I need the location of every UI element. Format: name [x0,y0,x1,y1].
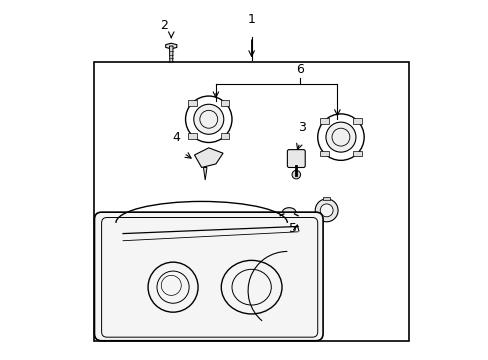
Text: 5: 5 [288,222,296,235]
FancyBboxPatch shape [221,133,229,139]
Circle shape [193,104,224,134]
Circle shape [325,122,355,152]
Polygon shape [165,43,177,49]
FancyBboxPatch shape [320,118,328,123]
FancyBboxPatch shape [352,151,361,156]
Circle shape [315,199,337,222]
FancyBboxPatch shape [320,151,328,156]
Text: 4: 4 [172,131,180,144]
FancyBboxPatch shape [287,150,305,167]
Polygon shape [194,148,223,167]
Text: 2: 2 [160,19,168,32]
Text: 3: 3 [297,121,305,134]
Text: 1: 1 [247,13,255,26]
FancyBboxPatch shape [323,197,329,201]
Ellipse shape [282,208,295,217]
Polygon shape [203,167,206,180]
FancyBboxPatch shape [221,100,229,106]
FancyBboxPatch shape [188,133,196,139]
FancyBboxPatch shape [94,212,323,341]
Polygon shape [169,46,173,62]
Circle shape [320,204,332,217]
Circle shape [291,170,300,179]
FancyBboxPatch shape [352,118,361,123]
Text: 6: 6 [295,63,303,76]
FancyBboxPatch shape [188,100,196,106]
